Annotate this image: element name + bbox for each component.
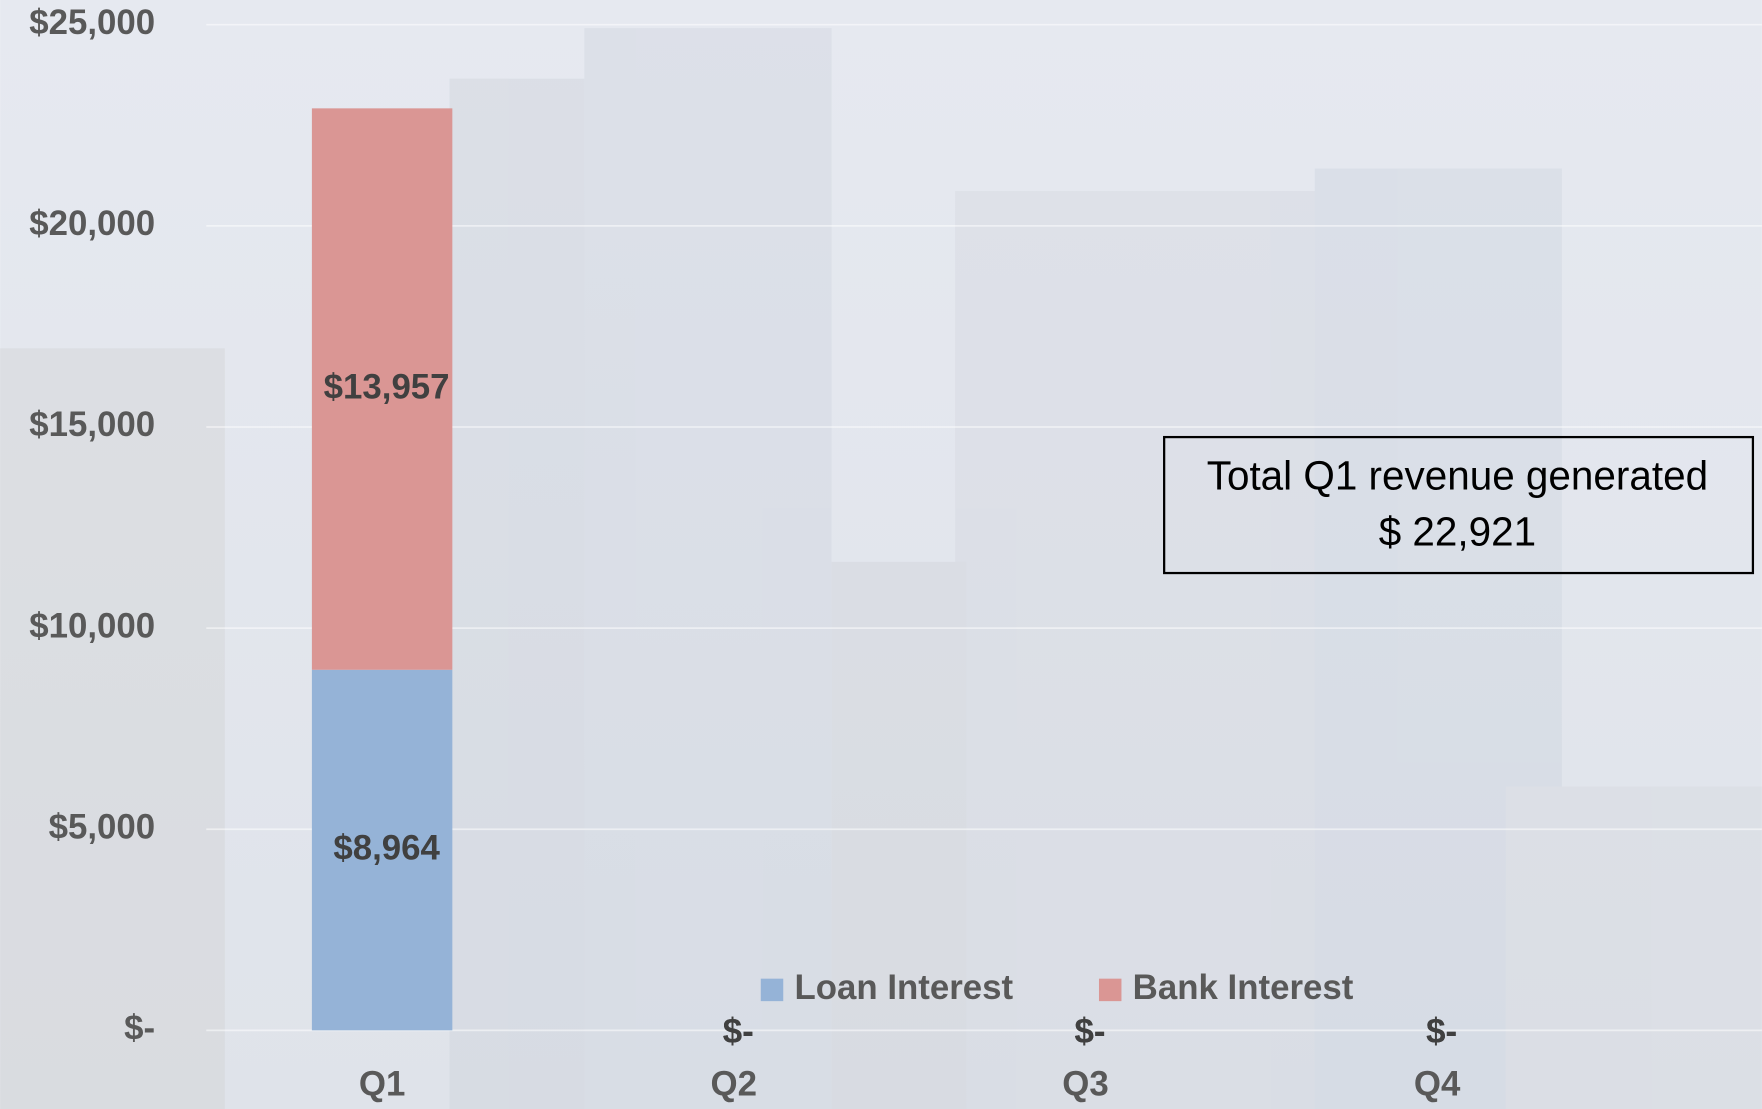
y-tick-label: $- [124,1009,155,1048]
x-tick-label: Q2 [711,1065,757,1104]
y-tick-label: $20,000 [29,204,155,243]
data-label: $8,964 [333,828,440,867]
data-label: $- [723,1012,754,1051]
data-label: $13,957 [324,367,450,406]
x-tick-label: Q1 [359,1065,405,1104]
y-tick-label: $5,000 [49,807,156,846]
x-tick-label: Q4 [1414,1065,1461,1104]
annotation-text: Total Q1 revenue generated [1207,452,1708,498]
data-label: $- [1075,1012,1106,1051]
chart: $- $5,000 $10,000 $15,000 $20,000 $25,000 $8,9… [0,0,1762,1109]
legend-swatch [1099,979,1121,1001]
x-tick-label: Q3 [1062,1065,1108,1104]
y-tick-label: $15,000 [29,405,155,444]
y-tick-label: $25,000 [29,3,155,42]
legend-swatch [761,979,783,1001]
y-tick-label: $10,000 [29,606,155,645]
data-label: $- [1426,1012,1457,1051]
legend-label: Loan Interest [794,968,1013,1007]
annotation-text: $ 22,921 [1379,509,1536,555]
legend-label: Bank Interest [1133,968,1354,1007]
